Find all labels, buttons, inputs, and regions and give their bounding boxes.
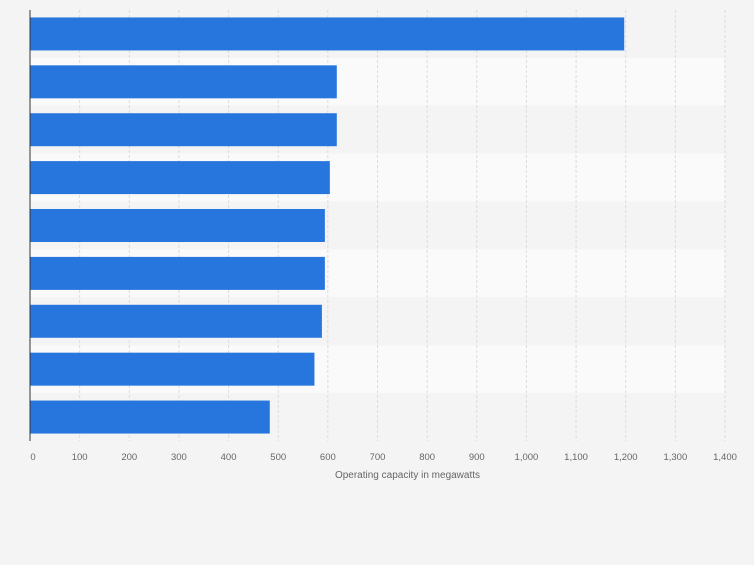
bars (30, 17, 625, 434)
x-tick-label: 100 (72, 452, 88, 463)
bar[interactable] (30, 209, 325, 242)
x-tick-label: 500 (270, 452, 286, 463)
bar[interactable] (30, 17, 625, 51)
x-tick-label: 1,100 (564, 452, 588, 463)
bar[interactable] (30, 113, 337, 147)
x-tick-label: 0 (30, 452, 35, 463)
x-tick-label: 600 (320, 452, 336, 463)
x-axis-label: Operating capacity in megawatts (335, 470, 480, 481)
bar[interactable] (30, 256, 325, 290)
bar[interactable] (30, 400, 270, 434)
bar[interactable] (30, 352, 315, 386)
x-tick-label: 900 (469, 452, 485, 463)
x-tick-label: 1,000 (515, 452, 539, 463)
bar[interactable] (30, 65, 337, 99)
x-tick-label: 200 (121, 452, 137, 463)
x-axis-ticks: 0 100 200 300 400 500 600 700 800 900 1,000 1,100 1,… (30, 452, 737, 463)
x-tick-label: 1,300 (663, 452, 687, 463)
x-tick-label: 800 (419, 452, 435, 463)
x-tick-label: 300 (171, 452, 187, 463)
x-tick-label: 400 (221, 452, 237, 463)
bar[interactable] (30, 304, 322, 338)
x-tick-label: 1,400 (713, 452, 737, 463)
x-tick-label: 1,200 (614, 452, 638, 463)
bar[interactable] (30, 161, 330, 195)
x-tick-label: 700 (370, 452, 386, 463)
